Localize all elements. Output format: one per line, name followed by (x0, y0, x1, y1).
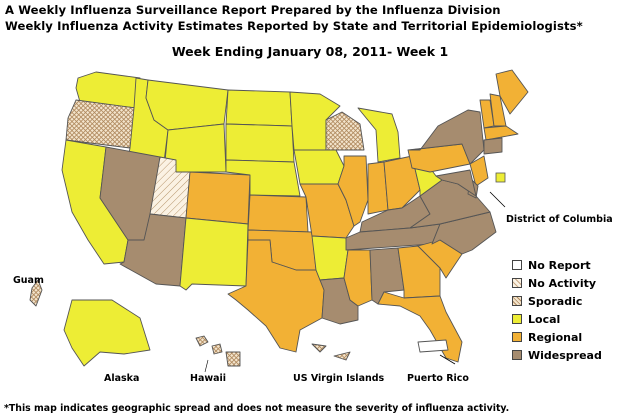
legend-item: No Report (512, 256, 602, 274)
legend-label: Regional (528, 330, 583, 344)
region-oh[interactable] (383, 155, 421, 211)
report-subtitle: Weekly Influenza Activity Estimates Repo… (5, 19, 583, 33)
region-ma[interactable] (483, 125, 519, 141)
legend-label: Local (528, 312, 561, 326)
legend-swatch (512, 278, 522, 288)
region-sd[interactable] (225, 123, 295, 163)
dc-pointer-line (489, 191, 506, 208)
legend-label: Widespread (528, 348, 602, 362)
legend-swatch (512, 296, 522, 306)
region-nd[interactable] (225, 89, 293, 127)
legend-label: No Activity (528, 276, 597, 290)
report-title: A Weekly Influenza Surveillance Report P… (5, 3, 501, 17)
guam-label: Guam (13, 275, 44, 286)
legend-swatch (512, 350, 522, 360)
region-ak[interactable] (63, 299, 151, 367)
map-legend: No Report No Activity Sporadic Local Regiona… (512, 256, 602, 364)
region-ks[interactable] (247, 194, 309, 233)
pr-pointer-line (439, 354, 456, 365)
puerto-rico-label: Puerto Rico (407, 373, 469, 384)
dc-swatch[interactable] (495, 172, 506, 183)
alaska-label: Alaska (104, 373, 139, 384)
week-label: Week Ending January 08, 2011- Week 1 (171, 44, 449, 59)
region-nj[interactable] (469, 155, 489, 187)
region-il[interactable] (337, 155, 369, 227)
usvi-label: US Virgin Islands (293, 373, 385, 384)
region-or[interactable] (65, 99, 137, 149)
dc-label: District of Columbia (506, 214, 613, 225)
legend-item: Regional (512, 328, 602, 346)
region-in[interactable] (367, 161, 389, 215)
region-ar[interactable] (311, 235, 349, 281)
legend-swatch (512, 332, 522, 342)
region-md[interactable] (435, 169, 477, 197)
legend-item: Local (512, 310, 602, 328)
legend-swatch (512, 314, 522, 324)
region-ia[interactable] (293, 149, 345, 185)
region-nm[interactable] (179, 217, 249, 291)
legend-label: Sporadic (528, 294, 583, 308)
region-pa[interactable] (407, 143, 471, 173)
region-ct[interactable] (483, 137, 503, 155)
region-vi[interactable] (311, 343, 351, 361)
hawaii-label: Hawaii (190, 373, 226, 384)
legend-item: Sporadic (512, 292, 602, 310)
hawaii-pointer-line (204, 359, 209, 373)
legend-label: No Report (528, 258, 591, 272)
legend-item: No Activity (512, 274, 602, 292)
region-mi[interactable] (357, 107, 401, 163)
region-co[interactable] (185, 171, 251, 225)
legend-item: Widespread (512, 346, 602, 364)
region-tx[interactable] (227, 239, 325, 353)
region-pr[interactable] (417, 339, 449, 353)
region-gu[interactable] (29, 279, 43, 307)
footnote: *This map indicates geographic spread an… (4, 403, 510, 414)
region-me[interactable] (495, 69, 529, 115)
region-mt[interactable] (145, 79, 229, 131)
legend-swatch (512, 260, 522, 270)
region-hi[interactable] (195, 335, 241, 367)
region-wi[interactable] (325, 111, 365, 151)
